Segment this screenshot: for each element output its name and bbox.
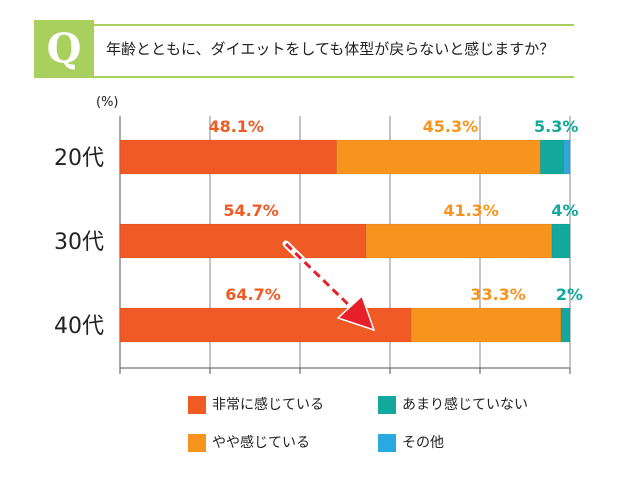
data-label: 54.7% — [223, 201, 279, 220]
data-label: 64.7% — [225, 285, 281, 304]
annotation-arrow-head — [336, 294, 376, 332]
data-label: 5.3% — [534, 117, 578, 136]
bar-segment — [551, 223, 571, 259]
legend-label-other: その他 — [402, 435, 444, 451]
q-badge: Q — [34, 20, 94, 78]
bar-segment — [336, 139, 541, 175]
bar-segment — [119, 223, 367, 259]
data-label: 4% — [551, 201, 578, 220]
question-text: 年齢とともに、ダイエットをしても体型が戻らないと感じますか？ — [106, 40, 555, 58]
category-label: 20代 — [54, 146, 104, 171]
legend-swatch-other — [378, 434, 396, 452]
bar-segment — [410, 307, 562, 343]
data-label: 33.3% — [470, 285, 526, 304]
data-label: 41.3% — [443, 201, 499, 220]
data-label: 2% — [556, 285, 583, 304]
category-label: 40代 — [54, 314, 104, 339]
data-label: 45.3% — [423, 117, 479, 136]
legend-swatch-somewhat — [188, 434, 206, 452]
legend-label-not-much: あまり感じていない — [402, 397, 528, 413]
header-bottom-rule — [94, 76, 574, 78]
legend-label-strongly: 非常に感じている — [212, 397, 324, 413]
bar-segment — [540, 139, 565, 175]
data-label: 48.1% — [208, 117, 264, 136]
legend-label-somewhat: やや感じている — [212, 435, 310, 451]
unit-label: (%) — [96, 95, 119, 110]
header-top-rule — [94, 24, 574, 26]
bar-segment — [119, 139, 337, 175]
legend-swatch-strongly — [188, 396, 206, 414]
legend-swatch-not-much — [378, 396, 396, 414]
annotation-arrow-line — [284, 242, 358, 314]
question-header: Q 年齢とともに、ダイエットをしても体型が戻らないと感じますか？ — [34, 20, 574, 78]
category-label: 30代 — [54, 230, 104, 255]
bar-segment — [365, 223, 553, 259]
bar-segment — [560, 307, 571, 343]
bar-segment — [563, 139, 571, 175]
